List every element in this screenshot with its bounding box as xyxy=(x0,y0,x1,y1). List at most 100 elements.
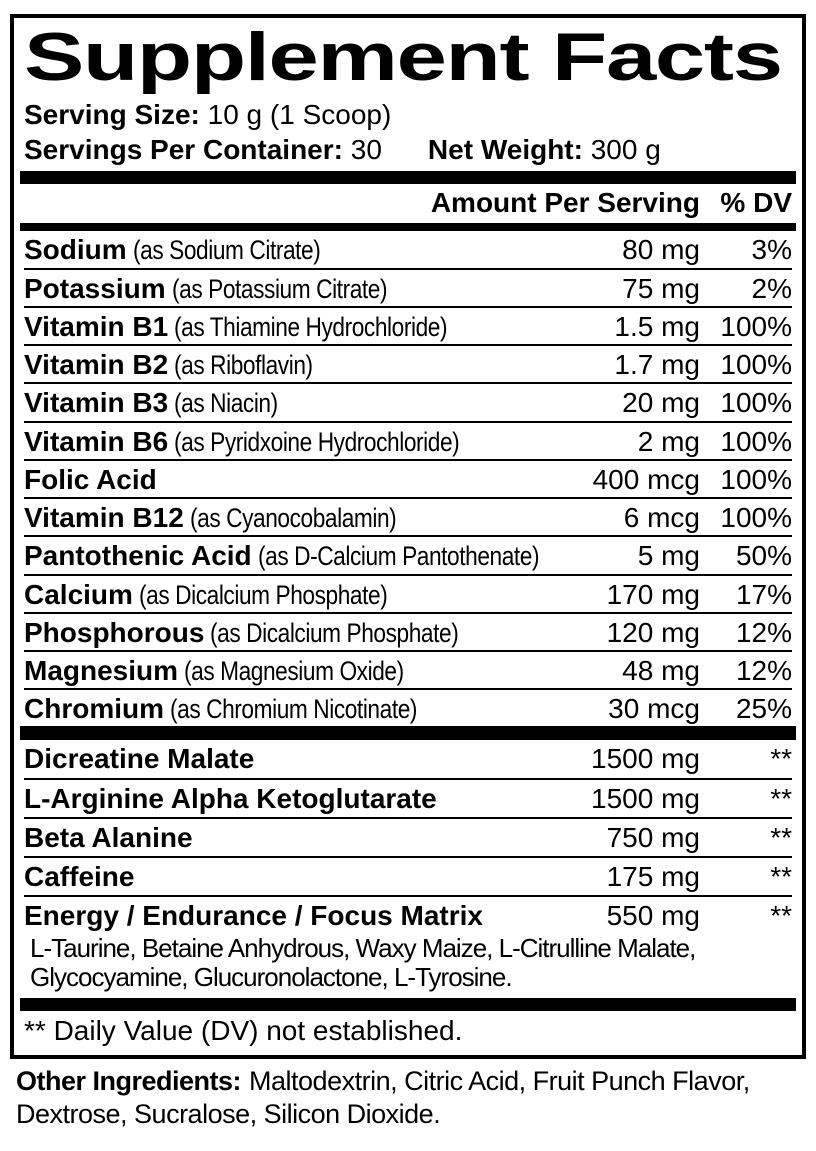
table-row: Vitamin B12 (as Cyanocobalamin) 6 mcg 100… xyxy=(24,499,792,538)
dv-cell: 12% xyxy=(735,616,792,648)
dv-footnote: ** Daily Value (DV) not established. xyxy=(24,1014,463,1046)
amount-cell: 550 mg xyxy=(606,900,700,932)
nutrient-detail: (as Riboflavin) xyxy=(174,350,313,381)
dv-cell: 3% xyxy=(751,234,792,266)
serving-size-label: Serving Size: xyxy=(24,99,200,131)
nutrient-detail: (as Cyanocobalamin) xyxy=(189,503,397,534)
page-title: Supplement Facts xyxy=(24,19,783,95)
net-weight: Net Weight: 300 g xyxy=(428,132,661,167)
table-row: Chromium (as Chromium Nicotinate) 30 mcg … xyxy=(24,690,792,726)
table-row: Phosphorous (as Dicalcium Phosphate) 120 … xyxy=(24,614,792,652)
amount-cell: 170 mg xyxy=(606,578,700,610)
amount-cell: 80 mg xyxy=(622,234,700,266)
nutrient-name: Sodium (as Sodium Citrate) xyxy=(24,234,321,266)
amount-cell: 400 mcg xyxy=(592,463,700,495)
servings-per-container-label: Servings Per Container: xyxy=(24,134,343,166)
panel-header: Supplement Facts xyxy=(24,20,792,97)
divider-bar-thick-bottom xyxy=(20,997,796,1011)
dv-cell: ** xyxy=(770,821,792,853)
nutrient-detail: (as Pyridxoine Hydrochloride) xyxy=(174,426,460,457)
nutrient-detail: (as Dicalcium Phosphate) xyxy=(210,617,459,648)
nutrient-name: Vitamin B3 (as Niacin) xyxy=(24,387,278,419)
nutrient-name: Folic Acid xyxy=(24,463,157,495)
nutrient-name: Vitamin B1 (as Thiamine Hydrochloride) xyxy=(24,310,448,342)
amount-cell: 1.7 mg xyxy=(614,349,700,381)
ingredient-name: L-Arginine Alpha Ketoglutarate xyxy=(24,782,437,814)
dv-cell: 100% xyxy=(720,310,792,342)
servings-per-container-value: 30 xyxy=(350,134,382,166)
amount-cell: 175 mg xyxy=(606,861,700,893)
dv-cell: 100% xyxy=(720,425,792,457)
divider-bar-thick-middle xyxy=(20,726,796,741)
net-weight-label: Net Weight: xyxy=(427,134,583,166)
dv-cell: 17% xyxy=(735,578,792,610)
nutrient-detail: (as Magnesium Oxide) xyxy=(184,655,404,686)
dv-cell: 12% xyxy=(735,654,792,686)
table-row: L-Arginine Alpha Ketoglutarate 1500 mg *… xyxy=(24,780,792,819)
nutrient-name: Calcium (as Dicalcium Phosphate) xyxy=(24,578,388,610)
nutrient-name: Vitamin B12 (as Cyanocobalamin) xyxy=(24,502,397,534)
dv-cell: ** xyxy=(770,782,792,814)
nutrient-name: Chromium (as Chromium Nicotinate) xyxy=(24,693,418,725)
divider-bar-thin xyxy=(20,223,796,232)
table-row: Beta Alanine 750 mg ** xyxy=(24,819,792,859)
nutrient-detail: (as Potassium Citrate) xyxy=(171,273,388,304)
nutrient-detail: (as Sodium Citrate) xyxy=(132,235,321,266)
dv-cell: ** xyxy=(770,743,792,775)
dv-cell: ** xyxy=(770,861,792,893)
nutrient-name: Magnesium (as Magnesium Oxide) xyxy=(24,654,404,686)
amount-cell: 120 mg xyxy=(606,616,700,648)
table-row: Magnesium (as Magnesium Oxide) 48 mg 12% xyxy=(24,652,792,691)
amount-cell: 2 mg xyxy=(637,425,700,457)
table-row: Vitamin B6 (as Pyridxoine Hydrochloride) … xyxy=(24,423,792,461)
nutrient-name: Potassium (as Potassium Citrate) xyxy=(24,272,388,304)
amount-cell: 30 mcg xyxy=(608,693,700,725)
amount-cell: 75 mg xyxy=(622,272,700,304)
table-row: Pantothenic Acid (as D-Calcium Pantothena… xyxy=(24,537,792,576)
ingredient-name: Energy / Endurance / Focus Matrix xyxy=(24,900,484,932)
dv-cell: 100% xyxy=(720,502,792,534)
table-row: Vitamin B1 (as Thiamine Hydrochloride) 1.… xyxy=(24,308,792,347)
dv-cell: 100% xyxy=(720,463,792,495)
dv-cell: 2% xyxy=(751,272,792,304)
nutrient-detail: (as Thiamine Hydrochloride) xyxy=(174,311,448,342)
table-row: Potassium (as Potassium Citrate) 75 mg 2% xyxy=(24,270,792,308)
table-row: Energy / Endurance / Focus Matrix 550 mg… xyxy=(24,897,792,931)
table-row: Vitamin B2 (as Riboflavin) 1.7 mg 100% xyxy=(24,346,792,385)
dv-cell: 25% xyxy=(735,693,792,725)
table-row: Sodium (as Sodium Citrate) 80 mg 3% xyxy=(24,231,792,270)
nutrient-name: Pantothenic Acid (as D-Calcium Pantothena… xyxy=(24,540,540,572)
nutrient-name: Vitamin B6 (as Pyridxoine Hydrochloride) xyxy=(24,425,460,457)
nutrient-detail: (as D-Calcium Pantothenate) xyxy=(257,541,540,572)
dv-cell: 50% xyxy=(735,540,792,572)
other-ingredients-label: Other Ingredients: xyxy=(16,1065,242,1096)
column-header-row: Amount Per Serving % DV xyxy=(24,184,792,223)
amount-cell: 6 mcg xyxy=(623,502,700,534)
other-ingredients: Other Ingredients: Maltodextrin, Citric A… xyxy=(16,1065,796,1131)
ingredient-name: Caffeine xyxy=(24,861,135,893)
servings-netweight-line: Servings Per Container: 30 Net Weight: 3… xyxy=(24,132,792,167)
nutrient-detail: (as Chromium Nicotinate) xyxy=(170,694,418,725)
table-row: Dicreatine Malate 1500 mg ** xyxy=(24,740,792,780)
amount-cell: 48 mg xyxy=(622,654,700,686)
serving-size-value: 10 g (1 Scoop) xyxy=(207,99,392,131)
dv-cell: 100% xyxy=(720,387,792,419)
table-row: Vitamin B3 (as Niacin) 20 mg 100% xyxy=(24,384,792,423)
servings-per-container: Servings Per Container: 30 xyxy=(24,132,382,167)
other-ingredients-value: Maltodextrin, Citric Acid, Fruit Punch F… xyxy=(16,1065,750,1129)
net-weight-value: 300 g xyxy=(590,134,661,166)
amount-cell: 20 mg xyxy=(622,387,700,419)
nutrient-name: Phosphorous (as Dicalcium Phosphate) xyxy=(24,616,459,648)
amount-cell: 5 mg xyxy=(637,540,700,572)
nutrient-detail: (as Dicalcium Phosphate) xyxy=(138,579,388,610)
divider-bar-thick-top xyxy=(20,171,796,185)
table-row: Caffeine 175 mg ** xyxy=(24,858,792,898)
nutrient-name: Vitamin B2 (as Riboflavin) xyxy=(24,349,313,381)
dv-cell: ** xyxy=(770,900,792,932)
matrix-sub-ingredients: L-Taurine, Betaine Anhydrous, Waxy Maize… xyxy=(30,932,696,992)
nutrient-detail: (as Niacin) xyxy=(174,388,278,419)
supplement-facts-panel: Supplement Facts Serving Size: 10 g (1 S… xyxy=(10,14,806,1059)
table-row: Folic Acid 400 mcg 100% xyxy=(24,461,792,500)
column-header-dv: % DV xyxy=(720,187,792,219)
table-row: Calcium (as Dicalcium Phosphate) 170 mg 1… xyxy=(24,576,792,614)
